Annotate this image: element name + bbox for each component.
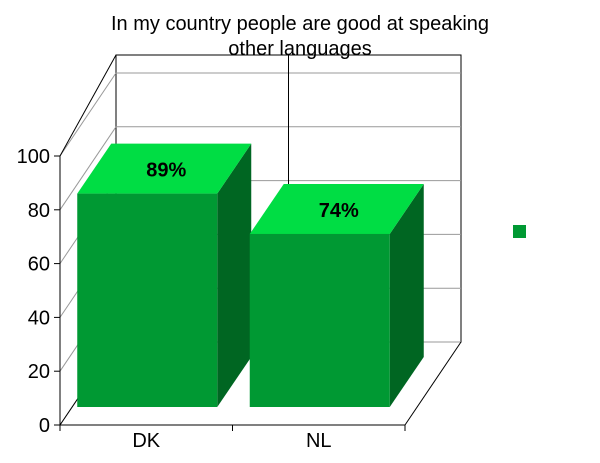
y-tick-label: 60 (28, 254, 50, 276)
bar-front (77, 193, 218, 407)
gridline-left (59, 72, 117, 157)
x-tick-label: DK (132, 430, 160, 452)
bar (77, 143, 252, 407)
y-tick-label: 20 (28, 361, 50, 383)
chart-title-line-2: other languages (228, 38, 371, 60)
legend-swatch (513, 225, 526, 238)
data-label: 89% (146, 160, 186, 182)
x-tick-label: NL (306, 430, 332, 452)
chart-title: In my country people are good at speakin… (111, 13, 489, 60)
bar-top (77, 143, 252, 194)
y-tick-label: 100 (17, 146, 50, 168)
chart-title-line-1: In my country people are good at speakin… (111, 13, 489, 35)
bar-side (217, 143, 252, 407)
bar (249, 183, 424, 407)
bar-top (249, 183, 424, 234)
bar-side (389, 183, 424, 407)
data-label: 74% (319, 200, 359, 222)
bar-front (249, 233, 390, 407)
bars (77, 143, 424, 407)
left-wall-top (59, 54, 117, 157)
labels: 0 20 40 60 80 100 DK NL 89% 74% (17, 146, 359, 452)
y-tick-label: 40 (28, 307, 50, 329)
floor-right (404, 341, 462, 426)
y-tick-label: 0 (39, 415, 50, 437)
gridline-left (59, 126, 117, 211)
y-tick-label: 80 (28, 200, 50, 222)
